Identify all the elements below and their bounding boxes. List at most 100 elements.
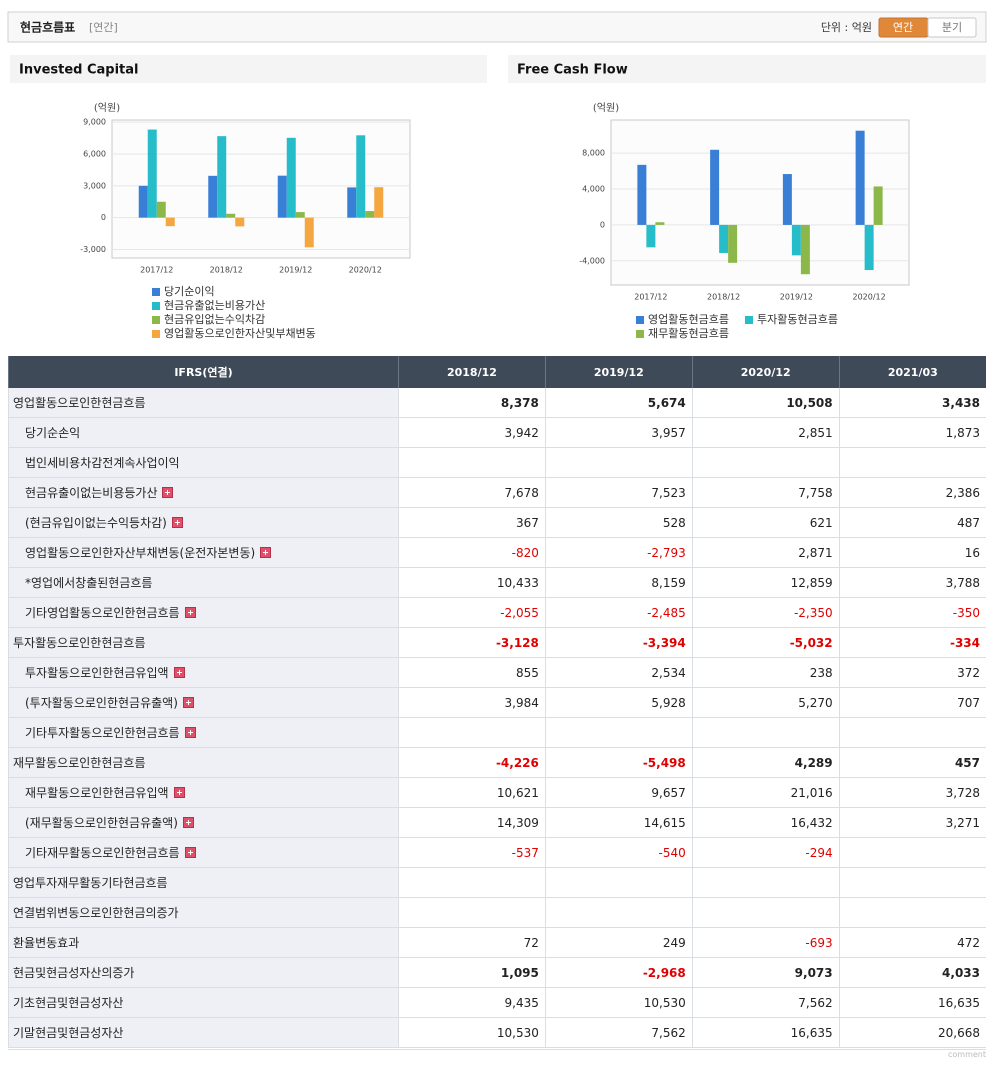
- x-tick-label: 2019/12: [780, 293, 813, 302]
- expand-icon[interactable]: [184, 607, 196, 618]
- value-cell: 14,615: [544, 807, 693, 838]
- value-cell: 9,073: [691, 957, 840, 988]
- table-row: 투자활동으로인한현금흐름 -3,128 -3,394 -5,032 -334: [8, 627, 986, 658]
- bar: [791, 224, 801, 256]
- x-tick-label: 2020/12: [349, 266, 382, 275]
- value-cell: 4,289: [691, 747, 840, 778]
- value-cell: -294: [691, 837, 840, 868]
- table-row: 현금유출이없는비용등가산 7,678 7,523 7,758 2,386: [8, 477, 986, 508]
- row-label-cell: 영업활동으로인한자산부채변동(운전자본변동): [8, 537, 399, 568]
- legend-label: 당기순이익: [164, 285, 215, 298]
- row-label: 영업활동으로인한자산부채변동(운전자본변동): [25, 546, 256, 560]
- value-cell: 472: [838, 927, 986, 958]
- expand-icon[interactable]: [260, 547, 272, 558]
- annual-button-label[interactable]: 연간: [893, 21, 913, 34]
- table-row: 영업활동으로인한현금흐름 8,378 5,674 10,508 3,438: [8, 388, 986, 418]
- value-cell: [544, 447, 693, 478]
- bar: [719, 224, 729, 253]
- bar: [156, 201, 166, 218]
- header-unit: 단위 : 억원: [821, 21, 872, 34]
- column-header: 2020/12: [691, 356, 840, 388]
- value-cell: 16: [838, 537, 986, 568]
- panel-title-bar: [508, 55, 986, 83]
- cash-flow-table: IFRS(연결) 2018/12 2019/12 2020/12 2021/03 영업활…: [8, 356, 986, 1048]
- value-cell: 855: [398, 657, 546, 688]
- y-tick-label: 0: [101, 213, 106, 222]
- x-tick-label: 2018/12: [707, 293, 740, 302]
- bar: [637, 164, 647, 225]
- chart-title: Invested Capital: [19, 63, 139, 78]
- expand-icon[interactable]: [182, 697, 194, 708]
- value-cell: 238: [691, 657, 840, 688]
- value-cell: 3,728: [838, 777, 986, 808]
- expand-icon[interactable]: [162, 487, 174, 498]
- bar: [655, 222, 665, 225]
- row-label-cell: 영업투자재무활동기타현금흐름: [8, 867, 399, 898]
- value-cell: 8,378: [398, 388, 546, 418]
- legend-swatch: [152, 288, 160, 296]
- table-row: 재무활동으로인한현금유입액 10,621 9,657 21,016 3,728: [8, 777, 986, 808]
- value-cell: 2,871: [691, 537, 840, 568]
- value-cell: -537: [398, 837, 546, 868]
- value-cell: [691, 897, 840, 928]
- value-cell: 2,534: [544, 657, 693, 688]
- value-cell: 3,957: [544, 417, 693, 448]
- expand-icon[interactable]: [171, 517, 183, 528]
- legend-label: 재무활동현금흐름: [648, 326, 729, 340]
- row-label: 당기순손익: [25, 426, 81, 440]
- row-label: (투자활동으로인한현금유출액): [25, 696, 178, 710]
- row-label: 현금및현금성자산의증가: [13, 966, 135, 980]
- expand-icon[interactable]: [173, 667, 185, 678]
- bar: [356, 135, 366, 218]
- row-label-cell: (재무활동으로인한현금유출액): [8, 807, 399, 838]
- expand-icon[interactable]: [184, 847, 196, 858]
- expand-icon[interactable]: [184, 727, 196, 738]
- value-cell: 367: [398, 507, 546, 538]
- column-header: 2019/12: [544, 356, 693, 388]
- row-label: 환율변동효과: [13, 936, 80, 950]
- table-row: (재무활동으로인한현금유출액) 14,309 14,615 16,432 3,271: [8, 807, 986, 838]
- row-label-cell: 재무활동으로인한현금유입액: [8, 777, 399, 808]
- value-cell: 5,270: [691, 687, 840, 718]
- value-cell: 10,530: [398, 1017, 546, 1048]
- legend-swatch: [636, 330, 644, 338]
- value-cell: -2,968: [544, 957, 693, 988]
- bar: [217, 136, 227, 218]
- value-cell: -693: [691, 927, 840, 958]
- value-cell: [838, 897, 986, 928]
- value-cell: -820: [398, 537, 546, 568]
- value-cell: 7,758: [691, 477, 840, 508]
- y-tick-label: 0: [600, 220, 605, 229]
- comment-link[interactable]: comment: [8, 1049, 986, 1064]
- table-row: (현금유입이없는수익등차감) 367 528 621 487: [8, 507, 986, 538]
- value-cell: -4,226: [398, 747, 546, 778]
- bar: [374, 187, 384, 218]
- legend-swatch: [636, 316, 644, 324]
- value-cell: 5,928: [544, 687, 693, 718]
- value-cell: -2,485: [544, 597, 693, 628]
- bar: [277, 175, 287, 218]
- bar: [147, 129, 157, 218]
- value-cell: [838, 717, 986, 748]
- value-cell: -3,394: [544, 627, 693, 658]
- table-row: 법인세비용차감전계속사업이익: [8, 447, 986, 478]
- value-cell: 487: [838, 507, 986, 538]
- expand-icon[interactable]: [182, 817, 194, 828]
- quarter-button[interactable]: [927, 17, 977, 38]
- table-row: 연결범위변동으로인한현금의증가: [8, 897, 986, 928]
- y-tick-label: 3,000: [83, 181, 106, 190]
- bar: [235, 217, 245, 227]
- value-cell: 3,942: [398, 417, 546, 448]
- value-cell: 3,438: [838, 388, 986, 418]
- expand-icon[interactable]: [173, 787, 185, 798]
- quarter-button-label[interactable]: 분기: [942, 21, 962, 34]
- value-cell: 3,788: [838, 567, 986, 598]
- bar: [138, 185, 148, 218]
- table-row: 기초현금및현금성자산 9,435 10,530 7,562 16,635: [8, 987, 986, 1018]
- row-label: 법인세비용차감전계속사업이익: [25, 456, 180, 470]
- bar: [855, 130, 865, 225]
- value-cell: 10,508: [691, 388, 840, 418]
- value-cell: 10,433: [398, 567, 546, 598]
- row-label: 기타재무활동으로인한현금흐름: [25, 846, 180, 860]
